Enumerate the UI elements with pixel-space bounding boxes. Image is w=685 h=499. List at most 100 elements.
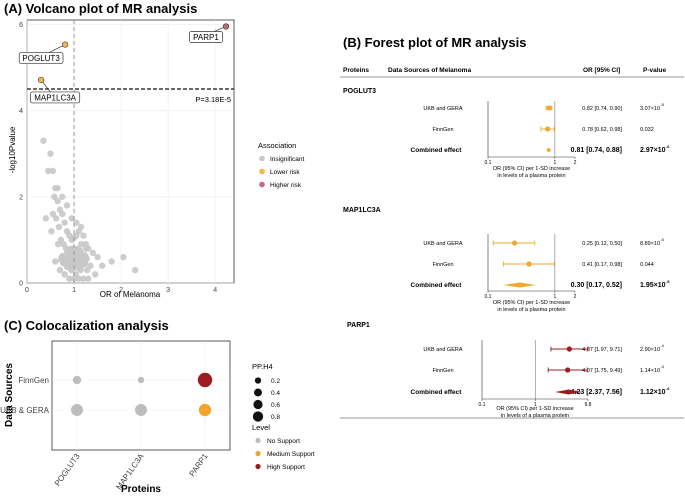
forest-combined-diamond [555,389,583,395]
volcano-point [40,137,47,144]
volcano-point [63,202,71,209]
volcano-legend-swatch [259,181,265,188]
volcano-legend: Association Insignificant Lower risk Highe… [258,141,305,189]
forest-point [546,105,552,111]
level-legend-swatch [255,437,261,444]
forest-p-exponent: -4 [660,343,664,348]
forest-source-label: UKB and GERA [423,106,462,112]
volcano-point [70,275,78,282]
volcano-point [81,261,88,268]
forest-p-text: 3.07×10 [640,106,660,112]
forest-source-label: Combined effect [411,389,463,396]
volcano-point [84,266,91,274]
volcano-x-label: OR of Melanoma [100,290,161,299]
volcano-legend-label: Insignificant [270,156,305,163]
volcano-point [77,256,84,263]
coloc-bubble [137,376,145,384]
volcano-label-box [30,91,81,104]
forest-x-label: in levels of a plasma protein [497,307,565,313]
forest-or-text: 0.25 [0.12, 0.50] [582,241,622,247]
forest-p-exponent: -5 [660,102,664,107]
volcano-point [132,266,139,274]
volcano-point [48,228,55,235]
forest-x-tick-label: 2 [574,160,577,166]
forest-plot: Proteins Data Sources of Melanoma OR [95% … [340,67,684,419]
forest-p-text: 1.95×10 [640,282,666,289]
volcano-point [73,219,80,226]
coloc-bubble [72,375,82,385]
forest-or-text: 0.81 [0.74, 0.88] [571,147,622,154]
coloc-bubble [197,372,213,388]
volcano-highlight-point [62,41,69,48]
volcano-point [76,247,83,254]
volcano-point [54,184,61,192]
forest-p-text: 2.90×10 [640,347,660,353]
volcano-x-tick: 4 [213,287,217,294]
volcano-y-tick: 4 [19,108,23,115]
forest-header-p: P-value [643,67,667,74]
forest-combined-diamond [546,147,552,153]
volcano-point [66,275,73,282]
forest-p-text: 8.89×10 [640,241,660,247]
volcano-point [51,193,58,200]
volcano-point [83,256,90,263]
forest-source-label: Combined effect [411,282,463,289]
volcano-title: (A) Volcano plot of MR analysis [4,1,197,16]
coloc-x-tick: PARP1 [188,452,210,479]
volcano-highlight-label: MAP1LC3A [34,93,76,102]
volcano-highlight-point [38,76,45,84]
volcano-point [56,266,64,274]
volcano-x-tick: 1 [72,287,76,294]
volcano-highlight-point [222,23,230,30]
volcano-point [65,246,72,253]
volcano-legend-label: Higher risk [270,182,302,189]
volcano-point [59,210,66,218]
level-legend-label: No Support [267,438,300,445]
volcano-legend-label: Lower risk [270,169,300,176]
forest-x-label: OR (95% CI) per 1-SD increase [496,406,573,412]
forest-x-tick-label: 0.1 [485,294,492,300]
volcano-point [44,167,52,175]
volcano-x-tick: 3 [166,287,170,294]
pp-legend-swatch [253,399,263,410]
volcano-point [89,249,97,257]
forest-protein-name: POGLUT3 [343,88,376,95]
volcano-point [57,257,64,264]
forest-protein-name: PARP1 [347,322,370,329]
volcano-point [76,251,83,258]
level-legend-label: High Support [267,464,305,471]
forest-x-tick-label: 1 [553,294,556,300]
forest-p-text: 0.032 [640,127,654,133]
forest-p-exponent: -6 [666,144,670,149]
pp-legend-label: 0.2 [271,378,280,385]
forest-x-label: OR (95% CI) per 1-SD increase [493,300,570,306]
pp-legend-swatch [252,411,264,422]
volcano-legend-title: Association [258,141,296,150]
volcano-legend-swatch [259,155,265,162]
coloc-bubble [135,404,147,416]
volcano-point [59,193,66,200]
forest-point [565,367,571,373]
forest-x-tick-label: 2 [574,294,577,300]
coloc-y-tick: FinnGen [18,376,49,385]
forest-point [545,126,551,132]
forest-x-tick-label: 1 [553,160,556,166]
forest-source-label: Combined effect [411,147,463,154]
forest-header-proteins: Proteins [343,67,369,74]
forest-x-tick-label: 9.8 [585,402,592,408]
forest-protein-name: MAP1LC3A [343,207,381,214]
forest-source-label: UKB and GERA [423,347,462,353]
forest-p-exponent: -5 [660,237,664,242]
volcano-point [77,223,85,231]
level-legend-label: Medium Support [267,451,315,458]
volcano-point [61,271,68,278]
volcano-point [49,210,57,218]
volcano-point [77,240,85,248]
volcano-y-tick: 2 [19,194,23,201]
pp-legend-label: 0.4 [271,390,280,397]
volcano-point [55,223,63,231]
volcano-label-box [189,31,223,43]
volcano-point [84,275,92,282]
forest-x-tick-label: 1 [534,402,537,408]
coloc-x-tick: POGLUT3 [53,452,82,488]
